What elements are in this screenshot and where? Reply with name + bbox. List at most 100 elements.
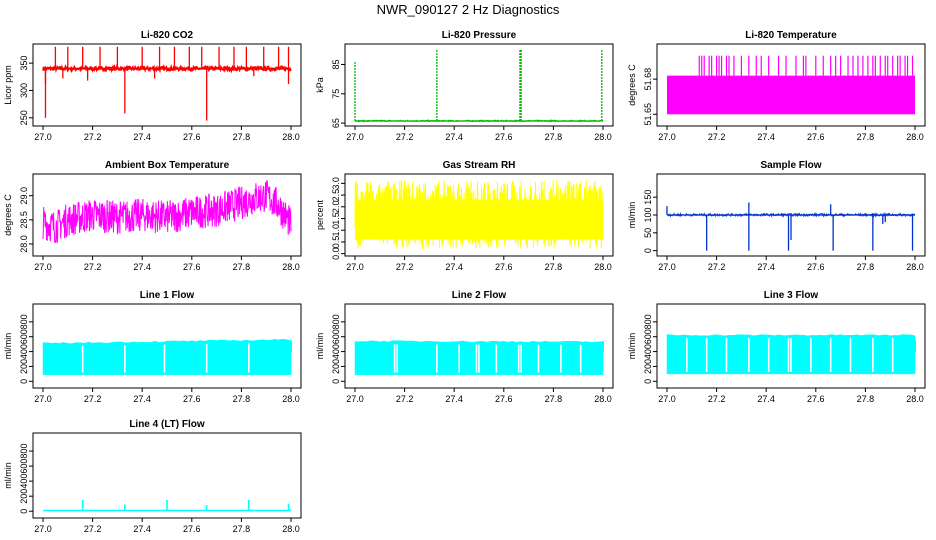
y-tick-label: 600 bbox=[643, 329, 653, 344]
x-tick-label: 27.6 bbox=[495, 394, 513, 404]
x-tick-label: 27.4 bbox=[757, 262, 775, 272]
x-tick-label: 28.0 bbox=[594, 132, 612, 142]
x-tick-label: 27.6 bbox=[807, 132, 825, 142]
x-tick-label: 27.6 bbox=[807, 394, 825, 404]
y-tick-label: 0 bbox=[19, 379, 29, 384]
x-tick-label: 28.0 bbox=[594, 262, 612, 272]
chart-panel-2: Li-820 Pressure 27.0 27.2 27.4 27.6 27.8 28.0 6… bbox=[315, 30, 614, 142]
plot-frame bbox=[344, 173, 614, 257]
y-tick-label: 400 bbox=[331, 344, 341, 359]
x-tick-label: 28.0 bbox=[282, 524, 300, 534]
plot-frame bbox=[32, 43, 302, 127]
y-tick-label: 29.0 bbox=[19, 187, 29, 205]
data-layer bbox=[354, 179, 604, 250]
chart-panel-6: Sample Flow 27.0 27.2 27.4 27.6 27.8 28.0 0 50 10… bbox=[627, 160, 926, 272]
y-tick-label: 400 bbox=[19, 344, 29, 359]
x-tick-label: 27.0 bbox=[658, 132, 676, 142]
chart-panel-8: Line 2 Flow 27.0 27.2 27.4 27.6 27.8 28.0 0 2004… bbox=[315, 290, 614, 404]
chart-title: Line 4 (LT) Flow bbox=[129, 419, 205, 430]
y-tick-label: 200 bbox=[19, 489, 29, 504]
y-tick-label: 400 bbox=[19, 474, 29, 489]
x-tick-label: 27.4 bbox=[133, 132, 151, 142]
chart-panel-10: Line 4 (LT) Flow 27.0 27.2 27.4 27.6 27.8 28.0… bbox=[3, 419, 302, 534]
y-tick-label: 200 bbox=[19, 359, 29, 374]
x-tick-label: 27.4 bbox=[133, 394, 151, 404]
x-tick-label: 28.0 bbox=[906, 394, 924, 404]
y-tick-label: 150 bbox=[643, 190, 653, 205]
y-axis-label: ml/min bbox=[627, 202, 637, 229]
x-tick-label: 27.0 bbox=[658, 262, 676, 272]
plot-frame bbox=[32, 432, 302, 519]
y-tick-label: 0.5 bbox=[331, 236, 341, 249]
y-tick-label: 0 bbox=[643, 248, 653, 253]
x-tick-label: 27.8 bbox=[545, 394, 563, 404]
chart-panel-3: Li-820 Temperature 27.0 27.2 27.4 27.6 27.8 28… bbox=[627, 30, 926, 142]
x-tick-label: 27.6 bbox=[183, 394, 201, 404]
data-layer bbox=[667, 55, 915, 115]
chart-title: Li-820 Pressure bbox=[442, 30, 517, 41]
x-tick-label: 27.2 bbox=[708, 394, 726, 404]
series-band bbox=[667, 75, 915, 115]
data-layer bbox=[666, 202, 916, 251]
y-axis-label: degrees C bbox=[3, 194, 13, 236]
x-tick-label: 27.8 bbox=[233, 132, 251, 142]
chart-title: Line 3 Flow bbox=[764, 290, 819, 301]
y-tick-label: 1.0 bbox=[331, 224, 341, 237]
x-tick-label: 28.0 bbox=[282, 132, 300, 142]
data-layer bbox=[42, 46, 292, 121]
y-tick-label: 600 bbox=[19, 329, 29, 344]
x-tick-label: 27.4 bbox=[445, 262, 463, 272]
plot-frame bbox=[344, 303, 614, 389]
y-axis-label: Licor ppm bbox=[3, 65, 13, 105]
x-tick-label: 28.0 bbox=[906, 132, 924, 142]
x-tick-label: 27.6 bbox=[183, 132, 201, 142]
x-tick-label: 27.2 bbox=[708, 132, 726, 142]
chart-title: Li-820 Temperature bbox=[745, 30, 837, 41]
plot-frame bbox=[32, 173, 302, 257]
data-layer bbox=[666, 334, 916, 375]
y-tick-label: 2.5 bbox=[331, 189, 341, 202]
x-tick-label: 27.6 bbox=[807, 262, 825, 272]
y-tick-label: 2.0 bbox=[331, 201, 341, 214]
x-tick-label: 27.0 bbox=[346, 262, 364, 272]
x-tick-label: 27.4 bbox=[757, 132, 775, 142]
plot-frame bbox=[656, 43, 926, 127]
y-tick-label: 65 bbox=[331, 118, 341, 128]
y-tick-label: 0 bbox=[331, 379, 341, 384]
x-tick-label: 27.4 bbox=[445, 394, 463, 404]
chart-title: Gas Stream RH bbox=[443, 160, 516, 171]
x-tick-label: 27.8 bbox=[233, 524, 251, 534]
y-tick-label: 51.65 bbox=[643, 103, 653, 126]
y-axis-label: ml/min bbox=[315, 333, 325, 360]
chart-panel-7: Line 1 Flow 27.0 27.2 27.4 27.6 27.8 28.0 0 2004… bbox=[3, 290, 302, 404]
data-layer bbox=[43, 499, 291, 512]
x-tick-label: 27.8 bbox=[857, 262, 875, 272]
chart-panel-5: Gas Stream RH 27.0 27.2 27.4 27.6 27.8 28.0 0.0… bbox=[315, 160, 614, 272]
x-tick-label: 27.0 bbox=[34, 394, 52, 404]
x-tick-label: 27.6 bbox=[183, 524, 201, 534]
x-tick-label: 27.2 bbox=[396, 262, 414, 272]
y-axis-label: degrees C bbox=[627, 64, 637, 106]
x-tick-label: 28.0 bbox=[282, 262, 300, 272]
y-axis-label: ml/min bbox=[627, 333, 637, 360]
y-tick-label: 400 bbox=[643, 344, 653, 359]
x-tick-label: 27.2 bbox=[708, 262, 726, 272]
series-line bbox=[354, 179, 604, 250]
plot-frame bbox=[656, 303, 926, 389]
plot-frame bbox=[344, 43, 614, 127]
series-area bbox=[42, 338, 292, 375]
series-line bbox=[42, 179, 292, 243]
chart-title: Line 2 Flow bbox=[452, 290, 507, 301]
x-tick-label: 27.2 bbox=[396, 132, 414, 142]
x-tick-label: 28.0 bbox=[906, 262, 924, 272]
x-tick-label: 27.0 bbox=[346, 132, 364, 142]
x-tick-label: 27.2 bbox=[84, 394, 102, 404]
y-axis-label: kPa bbox=[315, 77, 325, 93]
y-tick-label: 0 bbox=[643, 379, 653, 384]
y-tick-label: 800 bbox=[19, 444, 29, 459]
x-tick-label: 27.2 bbox=[396, 394, 414, 404]
y-tick-label: 350 bbox=[19, 56, 29, 71]
data-layer bbox=[354, 49, 604, 123]
chart-panel-1: Li-820 CO2 27.0 27.2 27.4 27.6 27.8 28.0 250 300… bbox=[3, 30, 302, 142]
plot-frame bbox=[32, 303, 302, 389]
